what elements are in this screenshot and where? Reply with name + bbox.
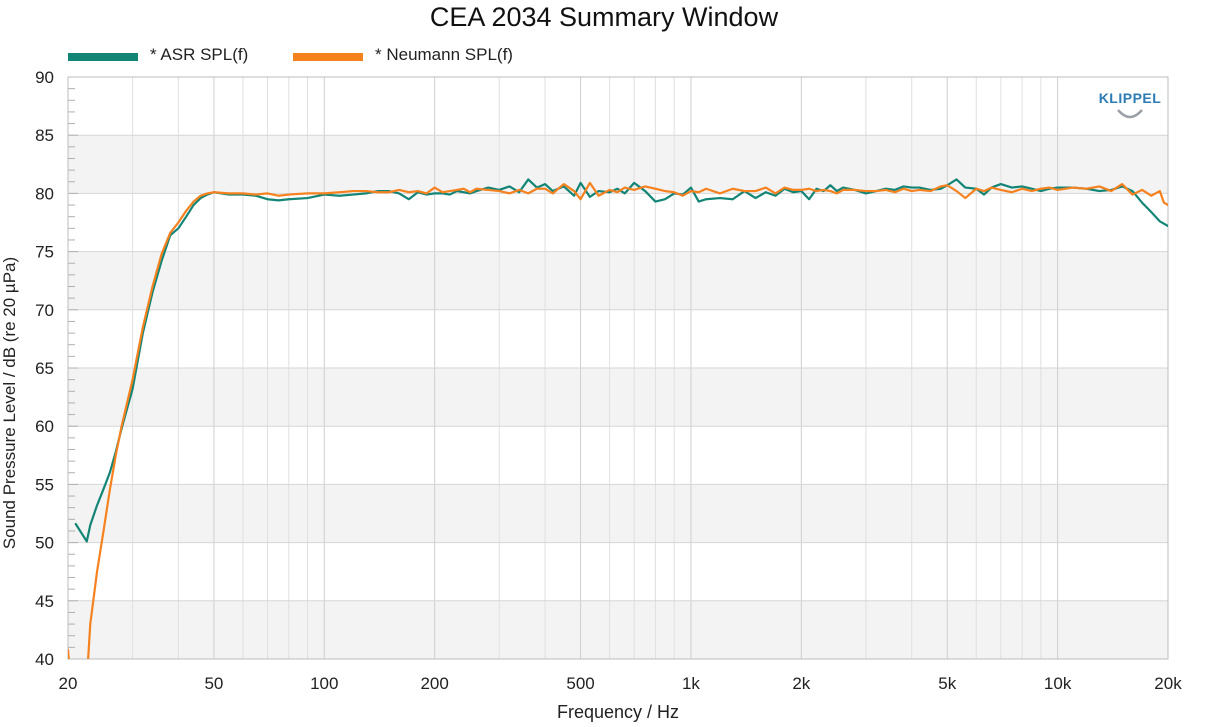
y-tick-label: 85: [35, 126, 54, 145]
x-tick-label: 10k: [1044, 674, 1072, 693]
plot-band: [68, 484, 1168, 543]
y-tick-label: 50: [35, 534, 54, 553]
plot-band: [68, 193, 1168, 252]
y-tick-label: 55: [35, 475, 54, 494]
y-tick-label: 65: [35, 359, 54, 378]
x-tick-label: 5k: [938, 674, 956, 693]
series-line-neumann: [68, 181, 1168, 659]
plot-band: [68, 542, 1168, 601]
x-tick-label: 200: [420, 674, 448, 693]
x-tick-label: 500: [566, 674, 594, 693]
plot-band: [68, 77, 1168, 136]
x-tick-label: 100: [310, 674, 338, 693]
chart-title: CEA 2034 Summary Window: [429, 2, 779, 32]
legend-swatch-neumann: [293, 53, 363, 61]
x-tick-label: 50: [204, 674, 223, 693]
plot-band: [68, 368, 1168, 427]
y-tick-label: 90: [35, 68, 54, 87]
x-tick-label: 2k: [792, 674, 810, 693]
legend-label-asr: * ASR SPL(f): [150, 45, 249, 64]
logo-arc-icon: [1117, 109, 1143, 119]
y-axis-label: Sound Pressure Level / dB (re 20 µPa): [0, 256, 19, 550]
klippel-logo: KLIPPEL: [1094, 90, 1166, 122]
y-tick-label: 40: [35, 650, 54, 669]
x-tick-label: 1k: [682, 674, 700, 693]
plot-band: [68, 600, 1168, 659]
plot-band: [68, 251, 1168, 310]
x-axis-label: Frequency / Hz: [556, 702, 680, 722]
logo-text: KLIPPEL: [1098, 90, 1162, 106]
y-tick-label: 80: [35, 184, 54, 203]
plot-band: [68, 135, 1168, 194]
plot-band: [68, 309, 1168, 368]
x-tick-label: 20k: [1154, 674, 1182, 693]
y-tick-label: 75: [35, 243, 54, 262]
plot-frame: [67, 76, 1169, 660]
y-tick-label: 60: [35, 417, 54, 436]
plot-band: [68, 426, 1168, 485]
x-tick-label: 20: [59, 674, 78, 693]
legend-swatch-asr: [68, 53, 138, 61]
y-tick-label: 70: [35, 301, 54, 320]
legend-label-neumann: * Neumann SPL(f): [375, 45, 513, 64]
y-tick-label: 45: [35, 592, 54, 611]
